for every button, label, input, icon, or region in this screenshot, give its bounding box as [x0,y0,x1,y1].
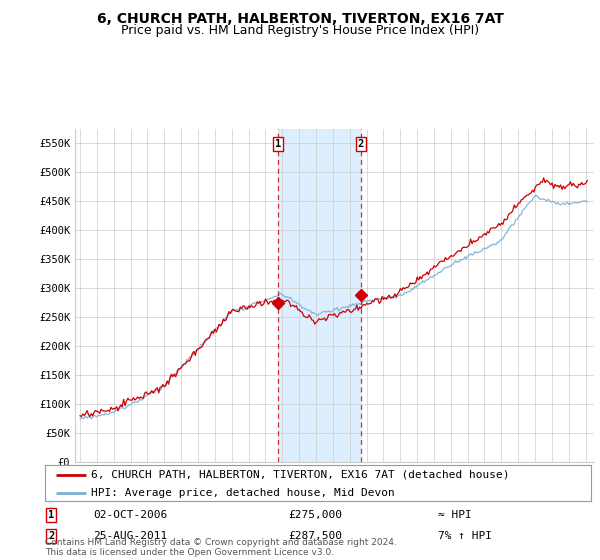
Text: Contains HM Land Registry data © Crown copyright and database right 2024.
This d: Contains HM Land Registry data © Crown c… [45,538,397,557]
Text: 2: 2 [48,531,54,541]
Text: 02-OCT-2006: 02-OCT-2006 [93,510,167,520]
Text: £275,000: £275,000 [288,510,342,520]
Text: £287,500: £287,500 [288,531,342,541]
Text: Price paid vs. HM Land Registry's House Price Index (HPI): Price paid vs. HM Land Registry's House … [121,24,479,37]
Bar [278,129,361,462]
Text: 1: 1 [48,510,54,520]
Text: 1: 1 [275,139,281,149]
Text: 25-AUG-2011: 25-AUG-2011 [93,531,167,541]
Text: HPI: Average price, detached house, Mid Devon: HPI: Average price, detached house, Mid … [91,488,395,498]
Text: 6, CHURCH PATH, HALBERTON, TIVERTON, EX16 7AT (detached house): 6, CHURCH PATH, HALBERTON, TIVERTON, EX1… [91,470,510,480]
Text: 6, CHURCH PATH, HALBERTON, TIVERTON, EX16 7AT: 6, CHURCH PATH, HALBERTON, TIVERTON, EX1… [97,12,503,26]
Text: 7% ↑ HPI: 7% ↑ HPI [438,531,492,541]
Text: 2: 2 [358,139,364,149]
Text: ≈ HPI: ≈ HPI [438,510,472,520]
